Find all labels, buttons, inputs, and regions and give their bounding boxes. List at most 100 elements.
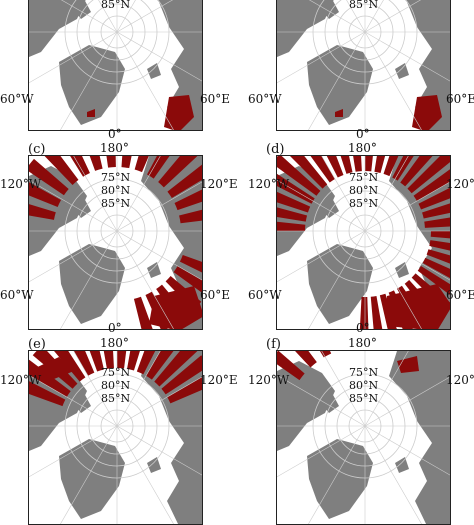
- lon-label-0-b: 0°: [356, 127, 370, 141]
- highlight-sector: [353, 156, 362, 172]
- highlight-sector: [158, 156, 198, 188]
- highlight-sector: [326, 156, 344, 178]
- meridian-line: [60, 230, 118, 329]
- highlight-sector: [400, 156, 433, 187]
- highlight-sector: [417, 265, 450, 296]
- north-america-land: [29, 0, 86, 57]
- highlight-sector: [418, 187, 450, 210]
- meridian-line: [60, 31, 118, 130]
- lon-label-0-c: 0°: [108, 321, 122, 335]
- meridian-line: [116, 156, 161, 232]
- highlight-sector: [89, 156, 103, 171]
- lon-label-120w-e: 120°W: [0, 373, 42, 387]
- latitude-label: 85°N: [349, 0, 378, 11]
- highlight-barents: [412, 95, 442, 130]
- latitude-label: 85°N: [101, 392, 130, 405]
- lon-label-60w-d: 60°W: [248, 288, 282, 302]
- meridian-line: [29, 425, 118, 478]
- highlight-sector: [340, 156, 353, 174]
- highlight-sector: [44, 156, 79, 185]
- latitude-label: 85°N: [349, 392, 378, 405]
- map-panel-d: 75°N 80°N 85°N: [276, 155, 451, 330]
- latitude-label: 85°N: [101, 197, 130, 210]
- highlight-sector: [29, 182, 62, 208]
- arctic-islands-land: [317, 0, 339, 19]
- highlight-sector: [133, 296, 153, 329]
- highlight-sector: [70, 156, 90, 177]
- lon-label-60w-a: 60°W: [0, 92, 34, 106]
- highlight-sector: [117, 351, 127, 369]
- meridian-line: [364, 230, 450, 281]
- meridian-line: [364, 425, 450, 476]
- lon-label-0-d: 0°: [356, 321, 370, 335]
- highlight-sector: [429, 240, 450, 251]
- lon-label-180-d: 180°: [348, 141, 377, 155]
- meridian-line: [277, 31, 366, 84]
- highlight-sector: [359, 296, 369, 329]
- meridian-line: [364, 31, 450, 82]
- highlight-sector: [277, 191, 311, 213]
- meridian-line: [116, 0, 136, 33]
- highlight-sector: [173, 266, 202, 293]
- meridian-line: [29, 31, 118, 84]
- lon-label-120e-e: 120°E: [200, 373, 238, 387]
- latitude-label: 75°N: [101, 366, 130, 379]
- meridian-line: [116, 31, 202, 82]
- highlight-sector: [424, 217, 450, 228]
- lon-label-180-e: 180°: [100, 336, 129, 350]
- svalbard-land: [395, 63, 409, 79]
- latitude-label: 75°N: [101, 171, 130, 184]
- highlight-sector: [73, 351, 95, 376]
- meridian-line: [29, 230, 118, 283]
- lon-label-60e-a: 60°E: [200, 92, 231, 106]
- map-panel-c: 75°N 80°N 85°N: [28, 155, 203, 330]
- meridian-line: [116, 181, 202, 232]
- meridian-line: [277, 374, 366, 427]
- svalbard-land: [147, 262, 161, 278]
- map-panel-f: 75°N 80°N 85°N: [276, 350, 451, 525]
- highlight-sector: [29, 204, 56, 220]
- highlight-iceland: [87, 109, 95, 117]
- highlight-barents: [387, 284, 450, 329]
- meridian-line: [364, 181, 450, 232]
- panel-label-d: (d): [266, 142, 285, 157]
- map-panel-b: 75°N80°N85°N: [276, 0, 451, 131]
- highlight-barents: [164, 95, 194, 130]
- meridian-line: [116, 376, 202, 427]
- lon-label-180-c: 180°: [100, 141, 129, 155]
- lon-label-60e-c: 60°E: [200, 288, 231, 302]
- meridian-line: [308, 230, 366, 329]
- highlight-sector: [374, 156, 386, 174]
- highlight-barents: [149, 286, 202, 329]
- meridian-line: [364, 351, 409, 427]
- greenland-land: [307, 244, 373, 324]
- highlight-sector: [121, 156, 132, 169]
- meridian-line: [60, 0, 118, 33]
- greenland-land: [59, 244, 125, 324]
- meridian-line: [73, 156, 118, 232]
- latitude-label: 75°N: [349, 366, 378, 379]
- lon-label-60e-d: 60°E: [446, 288, 474, 302]
- latitude-label: 80°N: [349, 184, 378, 197]
- meridian-line: [308, 31, 366, 130]
- highlight-sector: [295, 351, 317, 368]
- panel-label-c: (c): [28, 142, 46, 157]
- map-panel-e: 75°N 80°N 85°N: [28, 350, 203, 525]
- highlight-sector: [161, 355, 202, 395]
- svalbard-land: [395, 457, 409, 473]
- highlight-sector: [106, 156, 116, 168]
- panel-label-e: (e): [28, 337, 46, 352]
- highlight-sector: [29, 158, 69, 196]
- meridian-line: [364, 0, 384, 33]
- meridian-line: [364, 376, 450, 427]
- highlight-sector: [310, 156, 335, 183]
- meridian-line: [98, 0, 118, 33]
- highlight-sector: [89, 351, 104, 372]
- highlight-sector: [146, 351, 174, 380]
- highlight-iceland: [335, 109, 343, 117]
- svalbard-land: [147, 63, 161, 79]
- meridian-line: [116, 230, 202, 281]
- highlight-sector: [29, 381, 66, 407]
- meridian-line: [321, 351, 366, 427]
- meridian-line: [73, 351, 118, 427]
